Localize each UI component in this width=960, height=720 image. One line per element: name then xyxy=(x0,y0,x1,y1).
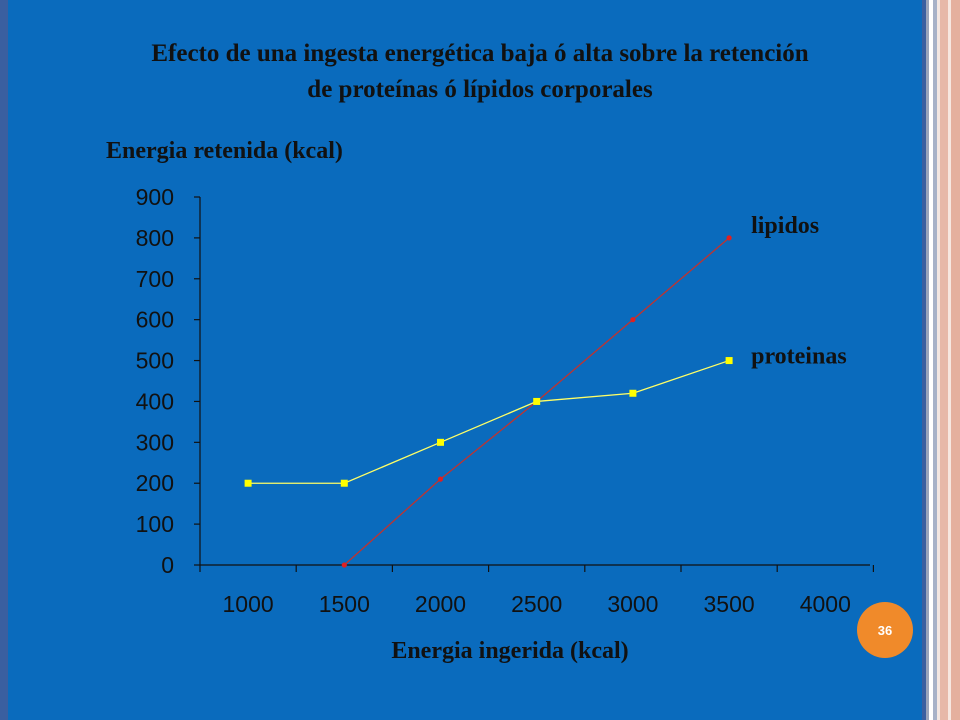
x-axis-title: Energia ingerida (kcal) xyxy=(391,638,629,664)
page-number: 36 xyxy=(877,622,893,638)
y-tick-label: 400 xyxy=(136,388,174,414)
x-tick-label: 3500 xyxy=(704,591,755,617)
data-point-lipidos xyxy=(726,235,732,241)
y-tick-label: 500 xyxy=(136,348,174,374)
x-tick-label: 1500 xyxy=(319,591,370,617)
slide-title-line-2: de proteínas ó lípidos corporales xyxy=(307,76,653,103)
data-point-proteinas xyxy=(244,479,252,487)
y-tick-label: 800 xyxy=(136,225,174,251)
x-tick-label: 3000 xyxy=(607,591,658,617)
y-tick-label: 700 xyxy=(136,266,174,292)
x-tick-label: 1000 xyxy=(223,591,274,617)
data-point-proteinas xyxy=(533,397,541,405)
data-point-lipidos xyxy=(341,562,347,568)
decorative-side-stripes xyxy=(926,0,960,720)
data-point-proteinas xyxy=(629,389,637,397)
data-point-proteinas xyxy=(340,479,348,487)
x-tick-label: 2500 xyxy=(511,591,562,617)
slide-frame xyxy=(0,0,930,720)
y-axis-title: Energia retenida (kcal) xyxy=(106,138,343,164)
slide-title: Efecto de una ingesta energética baja ó … xyxy=(40,36,920,108)
data-point-lipidos xyxy=(437,476,444,482)
x-tick-label: 2000 xyxy=(415,591,466,617)
series-label-lipidos: lipidos xyxy=(751,213,819,239)
data-point-proteinas xyxy=(725,357,733,365)
x-tick-label: 4000 xyxy=(800,591,851,617)
slide-title-line-1: Efecto de una ingesta energética baja ó … xyxy=(151,40,809,67)
y-tick-label: 300 xyxy=(136,429,174,455)
data-point-lipidos xyxy=(630,317,636,323)
y-tick-label: 0 xyxy=(161,552,174,578)
y-tick-label: 100 xyxy=(136,511,174,537)
page-number-badge: 36 xyxy=(857,602,913,658)
y-tick-label: 900 xyxy=(136,184,174,210)
series-line-proteinas xyxy=(248,359,730,484)
data-point-proteinas xyxy=(437,438,444,446)
series-label-proteinas: proteinas xyxy=(751,344,847,370)
y-tick-label: 200 xyxy=(136,470,174,496)
y-tick-label: 600 xyxy=(136,307,174,333)
